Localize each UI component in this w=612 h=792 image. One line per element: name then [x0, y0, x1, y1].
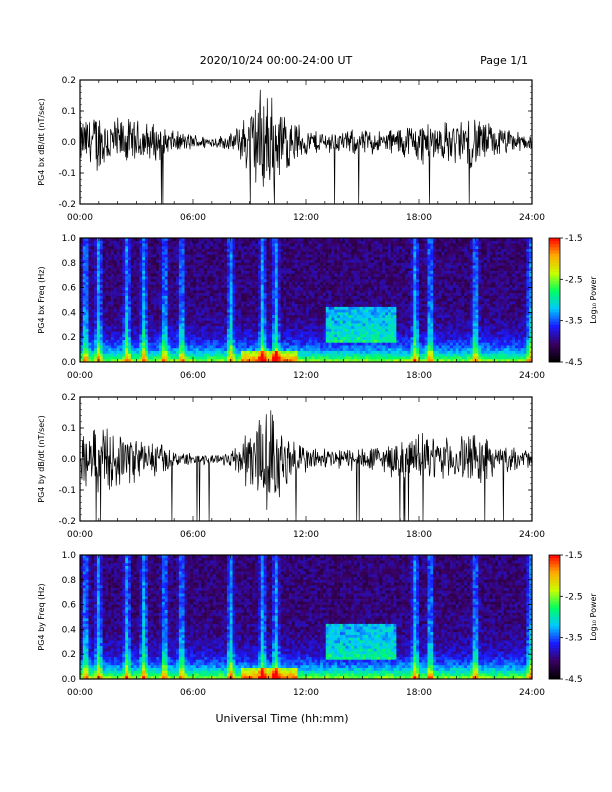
- y-tick-label: 0.2: [62, 650, 76, 660]
- y-axis-label: PG4 bx Freq (Hz): [37, 266, 46, 333]
- colorbar-frame: [548, 554, 561, 680]
- colorbar: -1.5 -2.5 -3.5 -4.5 Log₁₀ Power: [548, 234, 598, 368]
- panels: 00:00 06:00 12:00 18:00 24:00 0.2 0.1 0.0 -0.1 -0…: [37, 76, 598, 698]
- y-tick-label: 1.0: [62, 234, 77, 244]
- y-tick-label: 0.1: [62, 424, 76, 434]
- y-axis-label: PG4 bx dB/dt (nT/sec): [37, 98, 46, 185]
- x-tick-label: 24:00: [519, 371, 545, 381]
- spectrogram: [80, 555, 533, 680]
- y-tick-label: 0.8: [62, 259, 77, 269]
- colorbar-tick-label: -3.5: [565, 634, 583, 644]
- y-tick-label: 0.4: [62, 308, 77, 318]
- x-tick-label: 00:00: [67, 213, 93, 223]
- signal-trace: [79, 410, 532, 521]
- y-tick-label: 1.0: [62, 551, 77, 561]
- y-tick-label: -0.1: [58, 169, 76, 179]
- page-number: Page 1/1: [480, 54, 528, 67]
- x-tick-label: 18:00: [406, 371, 432, 381]
- colorbar-tick-label: -1.5: [565, 551, 583, 561]
- colorbar-tick-label: -2.5: [565, 592, 583, 602]
- x-tick-label: 18:00: [406, 530, 432, 540]
- x-tick-label: 18:00: [406, 688, 432, 698]
- y-tick-label: -0.1: [58, 486, 76, 496]
- colorbar-tick-label: -1.5: [565, 234, 583, 244]
- y-tick-label: 0.2: [62, 76, 76, 86]
- x-tick-label: 12:00: [293, 530, 319, 540]
- x-tick-label: 24:00: [519, 213, 545, 223]
- panel-1: 00:00 06:00 12:00 18:00 24:00 0.2 0.1 0.0 -0.1 -0…: [37, 76, 545, 223]
- spectrogram: [80, 238, 533, 363]
- y-tick-label: 0.4: [62, 625, 77, 635]
- y-tick-label: 0.0: [62, 675, 77, 685]
- x-tick-label: 24:00: [519, 688, 545, 698]
- panel-4: -1.5 -2.5 -3.5 -4.5 Log₁₀ Power 00:00 06:00 12:…: [37, 551, 598, 698]
- figure-title: 2020/10/24 00:00-24:00 UT: [200, 54, 353, 67]
- x-tick-label: 12:00: [293, 371, 319, 381]
- colorbar: -1.5 -2.5 -3.5 -4.5 Log₁₀ Power: [548, 551, 598, 685]
- y-tick-label: -0.2: [58, 517, 76, 527]
- y-tick-label: 0.2: [62, 393, 76, 403]
- x-tick-label: 06:00: [180, 530, 206, 540]
- colorbar-tick-label: -2.5: [565, 275, 583, 285]
- x-tick-label: 18:00: [406, 213, 432, 223]
- y-tick-label: 0.0: [62, 358, 77, 368]
- x-tick-label: 00:00: [67, 688, 93, 698]
- y-tick-label: 0.8: [62, 576, 77, 586]
- x-tick-label: 00:00: [67, 530, 93, 540]
- y-tick-label: 0.0: [62, 138, 77, 148]
- x-tick-label: 06:00: [180, 213, 206, 223]
- x-tick-label: 00:00: [67, 371, 93, 381]
- y-axis-label: PG4 by dB/dt (nT/sec): [37, 415, 46, 502]
- colorbar-tick-label: -3.5: [565, 317, 583, 327]
- x-axis-label: Universal Time (hh:mm): [216, 712, 349, 725]
- y-tick-label: 0.0: [62, 455, 77, 465]
- colorbar-tick-label: -4.5: [565, 675, 583, 685]
- y-tick-label: 0.6: [62, 284, 77, 294]
- colorbar-label: Log₁₀ Power: [589, 276, 598, 324]
- y-tick-label: 0.1: [62, 107, 76, 117]
- x-tick-label: 06:00: [180, 688, 206, 698]
- y-axis-label: PG4 by Freq (Hz): [37, 583, 46, 650]
- y-tick-label: -0.2: [58, 200, 76, 210]
- signal-trace: [79, 89, 533, 204]
- panel-2: -1.5 -2.5 -3.5 -4.5 Log₁₀ Power 00:00 06:00 12:…: [37, 234, 598, 381]
- colorbar-label: Log₁₀ Power: [589, 593, 598, 641]
- colorbar-frame: [548, 237, 561, 363]
- x-tick-label: 24:00: [519, 530, 545, 540]
- y-tick-label: 0.2: [62, 333, 76, 343]
- colorbar-tick-label: -4.5: [565, 358, 583, 368]
- x-tick-label: 12:00: [293, 213, 319, 223]
- x-tick-label: 12:00: [293, 688, 319, 698]
- x-tick-label: 06:00: [180, 371, 206, 381]
- y-tick-label: 0.6: [62, 601, 77, 611]
- panel-3: 00:00 06:00 12:00 18:00 24:00 0.2 0.1 0.0 -0.1 -0…: [37, 393, 545, 540]
